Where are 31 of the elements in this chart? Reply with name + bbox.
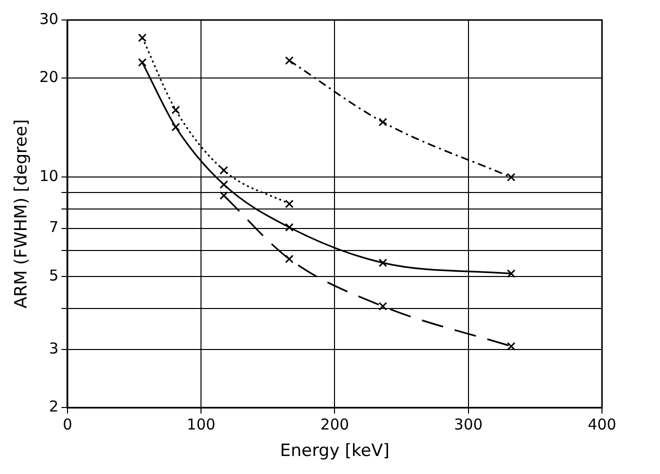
x-tick-label: 0 bbox=[62, 415, 72, 434]
point bbox=[220, 166, 228, 175]
y-tick-label: 3 bbox=[48, 339, 58, 358]
y-tick-label: 30 bbox=[39, 10, 58, 28]
y-tick-label: 2 bbox=[48, 397, 58, 416]
y-tick-label: 7 bbox=[48, 218, 58, 236]
x-tick-label: 300 bbox=[454, 415, 483, 434]
x-tick-label: 200 bbox=[320, 415, 350, 434]
point bbox=[138, 33, 147, 42]
point bbox=[378, 118, 388, 126]
point bbox=[220, 191, 228, 200]
point bbox=[171, 122, 180, 132]
point bbox=[506, 342, 516, 351]
point bbox=[285, 56, 294, 65]
y-tick-label: 20 bbox=[39, 68, 58, 86]
point bbox=[506, 172, 516, 182]
x-tick-label: 100 bbox=[186, 415, 216, 434]
point bbox=[171, 106, 180, 114]
point bbox=[285, 222, 294, 232]
y-tick-label: 10 bbox=[39, 167, 58, 186]
y-tick-label: 5 bbox=[48, 266, 58, 284]
point bbox=[285, 254, 294, 264]
point bbox=[506, 269, 516, 278]
point bbox=[378, 258, 388, 268]
y-axis-title: ARM (FWHM) [degree] bbox=[12, 119, 32, 308]
point bbox=[378, 302, 388, 311]
x-tick-label: 400 bbox=[588, 415, 616, 434]
point bbox=[138, 58, 147, 67]
point bbox=[285, 200, 294, 208]
point bbox=[220, 180, 228, 189]
x-axis-title: Energy [keV] bbox=[280, 441, 390, 462]
